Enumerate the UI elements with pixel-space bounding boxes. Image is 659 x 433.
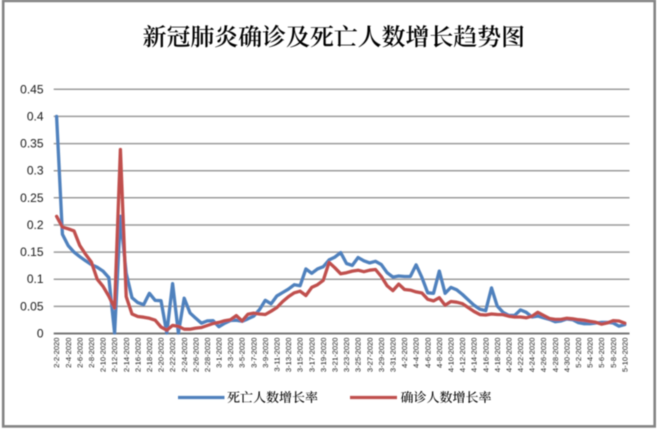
svg-text:2-4-2020: 2-4-2020 — [64, 338, 73, 368]
svg-text:2-20-2020: 2-20-2020 — [157, 338, 166, 373]
svg-text:2-14-2020: 2-14-2020 — [122, 338, 131, 373]
svg-text:2-6-2020: 2-6-2020 — [75, 338, 84, 368]
svg-text:4-2-2020: 4-2-2020 — [400, 338, 409, 368]
svg-text:3-11-2020: 3-11-2020 — [273, 338, 282, 372]
svg-text:2-26-2020: 2-26-2020 — [191, 338, 200, 373]
svg-text:3-9-2020: 3-9-2020 — [261, 338, 270, 368]
svg-text:3-7-2020: 3-7-2020 — [249, 338, 258, 368]
svg-text:4-10-2020: 4-10-2020 — [447, 338, 456, 373]
svg-text:5-2-2020: 5-2-2020 — [574, 338, 583, 368]
svg-text:4-22-2020: 4-22-2020 — [516, 338, 525, 373]
svg-text:2-10-2020: 2-10-2020 — [99, 338, 108, 373]
svg-text:3-5-2020: 3-5-2020 — [238, 338, 247, 368]
svg-text:0.45: 0.45 — [20, 82, 44, 96]
svg-text:0.05: 0.05 — [20, 299, 44, 313]
svg-text:3-31-2020: 3-31-2020 — [389, 338, 398, 373]
svg-text:3-23-2020: 3-23-2020 — [342, 338, 351, 373]
svg-text:5-4-2020: 5-4-2020 — [586, 338, 595, 368]
svg-text:2-24-2020: 2-24-2020 — [180, 338, 189, 373]
svg-text:0.2: 0.2 — [27, 218, 44, 232]
svg-text:4-6-2020: 4-6-2020 — [423, 338, 432, 368]
svg-text:4-28-2020: 4-28-2020 — [551, 338, 560, 373]
svg-text:4-26-2020: 4-26-2020 — [539, 338, 548, 373]
svg-text:4-8-2020: 4-8-2020 — [435, 338, 444, 368]
svg-text:3-19-2020: 3-19-2020 — [319, 338, 328, 373]
svg-text:0: 0 — [37, 327, 44, 341]
svg-text:5-10-2020: 5-10-2020 — [620, 338, 629, 373]
svg-text:3-3-2020: 3-3-2020 — [226, 338, 235, 368]
svg-text:0.3: 0.3 — [27, 164, 44, 178]
svg-text:3-17-2020: 3-17-2020 — [307, 338, 316, 373]
svg-text:2-8-2020: 2-8-2020 — [87, 338, 96, 368]
svg-text:0.35: 0.35 — [20, 137, 44, 151]
svg-text:2-28-2020: 2-28-2020 — [203, 338, 212, 373]
svg-text:4-4-2020: 4-4-2020 — [412, 338, 421, 368]
svg-text:2-2-2020: 2-2-2020 — [52, 338, 61, 368]
svg-text:5-6-2020: 5-6-2020 — [597, 338, 606, 368]
svg-text:2-22-2020: 2-22-2020 — [168, 338, 177, 373]
svg-text:2-12-2020: 2-12-2020 — [110, 338, 119, 373]
svg-text:3-13-2020: 3-13-2020 — [284, 338, 293, 373]
svg-text:3-15-2020: 3-15-2020 — [296, 338, 305, 373]
svg-text:0.15: 0.15 — [20, 245, 44, 259]
svg-text:3-1-2020: 3-1-2020 — [215, 338, 224, 368]
svg-text:2-18-2020: 2-18-2020 — [145, 338, 154, 373]
svg-text:0.25: 0.25 — [20, 191, 44, 205]
svg-text:3-29-2020: 3-29-2020 — [377, 338, 386, 373]
svg-text:4-12-2020: 4-12-2020 — [458, 338, 467, 373]
svg-text:3-21-2020: 3-21-2020 — [331, 338, 340, 373]
svg-text:4-30-2020: 4-30-2020 — [562, 338, 571, 373]
svg-text:4-14-2020: 4-14-2020 — [470, 338, 479, 373]
svg-text:3-25-2020: 3-25-2020 — [354, 338, 363, 373]
svg-text:4-24-2020: 4-24-2020 — [528, 338, 537, 373]
svg-text:3-27-2020: 3-27-2020 — [365, 338, 374, 373]
svg-text:2-16-2020: 2-16-2020 — [133, 338, 142, 373]
svg-text:4-16-2020: 4-16-2020 — [481, 338, 490, 373]
svg-text:0.4: 0.4 — [27, 109, 44, 123]
svg-text:4-20-2020: 4-20-2020 — [504, 338, 513, 373]
svg-text:5-8-2020: 5-8-2020 — [609, 338, 618, 368]
svg-text:0.1: 0.1 — [27, 272, 44, 286]
svg-text:4-18-2020: 4-18-2020 — [493, 338, 502, 373]
